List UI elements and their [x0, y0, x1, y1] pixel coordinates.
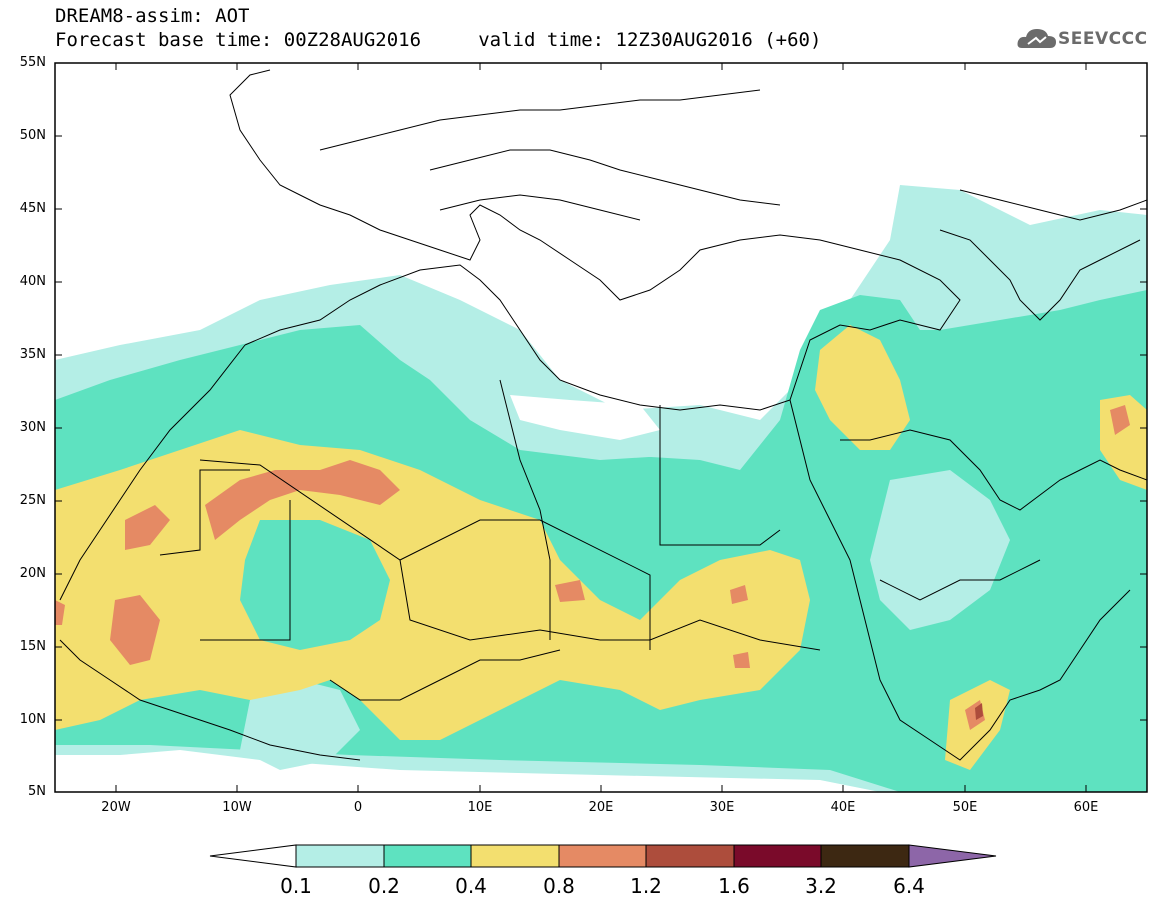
colorbar-label: 0.4 — [455, 874, 487, 898]
map-title: DREAM8-assim: AOT — [55, 5, 250, 27]
colorbar-label: 1.6 — [718, 874, 750, 898]
colorbar — [209, 844, 997, 868]
lat-label: 5N — [28, 784, 46, 799]
colorbar-label: 1.2 — [630, 874, 662, 898]
colorbar-label: 3.2 — [805, 874, 837, 898]
colorbar-box-1.6 — [733, 844, 822, 868]
colorbar-label: 0.2 — [368, 874, 400, 898]
lat-label: 40N — [19, 274, 46, 289]
lon-label: 30E — [709, 800, 735, 815]
colorbar-box-1.2 — [645, 844, 735, 868]
lon-label: 10W — [222, 800, 252, 815]
colorbar-under-triangle — [209, 844, 297, 868]
lat-label: 50N — [19, 128, 46, 143]
logo-text: SEEVCCC — [1058, 29, 1148, 49]
colorbar-box-0.8 — [558, 844, 647, 868]
lat-label: 30N — [19, 420, 46, 435]
colorbar-label: 6.4 — [893, 874, 925, 898]
lon-label: 10E — [467, 800, 493, 815]
lat-label: 35N — [19, 347, 46, 362]
lon-ticks — [115, 63, 1087, 792]
lon-label: 50E — [952, 800, 978, 815]
lon-label: 20E — [588, 800, 614, 815]
aot-level-0.8 — [205, 460, 400, 540]
lat-label: 55N — [19, 55, 46, 70]
lon-label: 0 — [353, 800, 363, 815]
colorbar-box-0.4 — [470, 844, 560, 868]
colorbar-label: 0.1 — [280, 874, 312, 898]
colorbar-label: 0.8 — [543, 874, 575, 898]
lat-label: 45N — [19, 201, 46, 216]
lat-label: 15N — [19, 639, 46, 654]
cloud-icon — [1017, 29, 1056, 48]
lon-label: 20W — [101, 800, 131, 815]
lat-label: 10N — [19, 712, 46, 727]
lat-label: 25N — [19, 493, 46, 508]
colorbar-box-0.1 — [295, 844, 385, 868]
colorbar-box-3.2 — [820, 844, 910, 868]
lat-label: 20N — [19, 566, 46, 581]
lon-label: 40E — [830, 800, 856, 815]
colorbar-over-triangle — [908, 844, 997, 868]
forecast-time-line: Forecast base time: 00Z28AUG2016 valid t… — [55, 29, 822, 51]
lat-ticks — [55, 62, 1147, 721]
colorbar-box-0.2 — [383, 844, 472, 868]
lon-label: 60E — [1073, 800, 1099, 815]
aot-contours — [55, 185, 1147, 792]
coastlines — [59, 69, 1147, 761]
